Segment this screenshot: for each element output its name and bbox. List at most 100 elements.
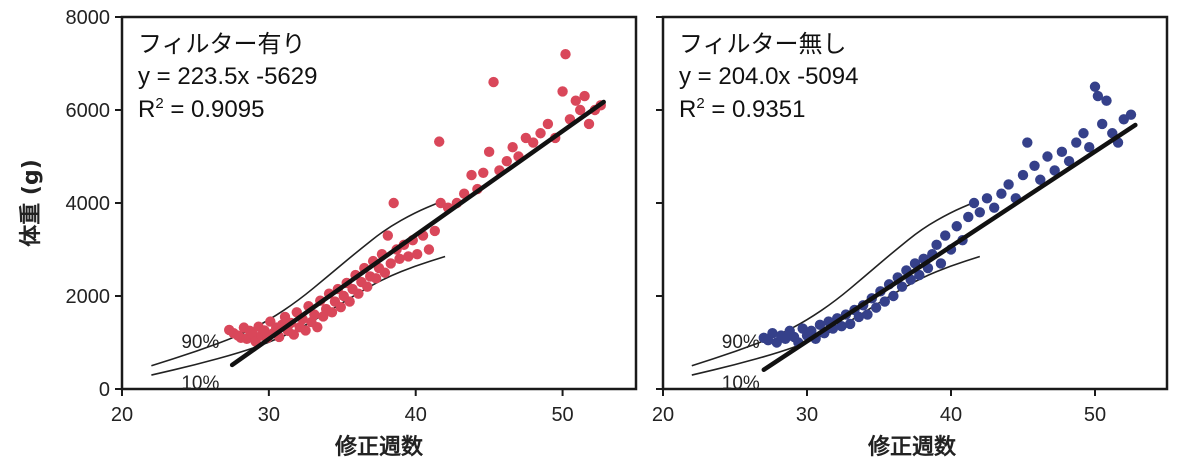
r-squared-label: R2 = 0.9095 xyxy=(138,95,264,123)
percentile-label: 10% xyxy=(722,373,760,394)
data-point xyxy=(862,309,873,320)
data-point xyxy=(814,319,826,331)
data-point xyxy=(478,167,489,178)
y-tick-label: 8000 xyxy=(66,7,111,29)
chart-panel-with-filter: 90% 10% 20 30 40 50 0 2000 4000 6000 8000 フィルター有り… xyxy=(66,7,638,460)
r-squared-prefix: R xyxy=(679,96,696,123)
data-point xyxy=(344,296,355,307)
data-point xyxy=(767,328,778,339)
data-point xyxy=(968,197,980,209)
data-point xyxy=(1084,142,1095,153)
data-point xyxy=(528,137,539,148)
panel-title: フィルター有り xyxy=(138,31,306,58)
data-point xyxy=(394,253,405,264)
data-point xyxy=(309,309,320,320)
data-point xyxy=(429,225,441,237)
panel-title: フィルター無し xyxy=(679,31,847,58)
data-point xyxy=(780,333,791,344)
data-point xyxy=(1071,137,1082,148)
x-tick-label: 50 xyxy=(551,404,573,426)
data-point xyxy=(379,267,391,278)
data-point xyxy=(403,251,414,262)
data-point xyxy=(914,269,925,281)
data-point xyxy=(1056,146,1068,158)
x-axis-title: 修正週数 xyxy=(867,434,957,460)
data-point xyxy=(466,169,477,181)
axis-ticks: 20 30 40 50 0 2000 4000 6000 8000 xyxy=(66,7,574,426)
regression-layer xyxy=(229,99,606,368)
data-point xyxy=(483,146,495,158)
regression-equation: y = 204.0x -5094 xyxy=(679,63,858,90)
x-tick-label: 30 xyxy=(796,404,818,426)
data-point xyxy=(1003,179,1014,190)
percentile-curve-90pct xyxy=(691,202,973,367)
regression-layer xyxy=(761,122,1138,372)
data-point xyxy=(326,307,338,318)
data-point xyxy=(996,188,1007,199)
data-point xyxy=(845,318,856,330)
data-point xyxy=(963,211,974,223)
y-tick-label: 4000 xyxy=(66,193,111,215)
data-point xyxy=(1097,118,1108,130)
x-tick-label: 40 xyxy=(940,404,962,426)
data-point xyxy=(935,258,947,269)
data-point xyxy=(507,142,518,153)
data-point xyxy=(1078,128,1089,139)
data-point xyxy=(557,86,568,97)
curve-layer: 90% 10% xyxy=(151,202,446,394)
r-squared-superscript: 2 xyxy=(155,95,163,112)
x-axis-title: 修正週数 xyxy=(334,434,424,460)
data-point xyxy=(574,104,586,116)
data-point xyxy=(300,325,311,336)
data-point xyxy=(388,197,399,209)
data-point xyxy=(570,95,581,106)
data-point xyxy=(888,290,899,302)
data-point xyxy=(870,302,882,313)
data-point xyxy=(488,76,499,88)
data-point xyxy=(434,136,445,147)
data-point xyxy=(989,202,1000,213)
y-axis-title: 体重 (g) xyxy=(19,159,44,247)
data-point xyxy=(940,230,951,241)
x-tick-label: 50 xyxy=(1084,404,1106,426)
data-point xyxy=(312,321,323,333)
point-layer xyxy=(224,49,606,347)
percentile-curve-90pct xyxy=(151,202,439,367)
x-tick-label: 40 xyxy=(405,404,427,426)
y-tick-label: 0 xyxy=(99,379,110,401)
y-tick-label: 6000 xyxy=(66,100,111,122)
data-point xyxy=(1049,165,1060,176)
percentile-label: 90% xyxy=(181,332,219,353)
data-point xyxy=(1089,81,1101,92)
data-point xyxy=(853,311,865,323)
data-point xyxy=(879,296,890,307)
regression-equation: y = 223.5x -5629 xyxy=(138,63,317,90)
data-point xyxy=(542,118,554,130)
data-point xyxy=(560,49,571,60)
data-point xyxy=(385,258,396,269)
data-point xyxy=(1035,174,1046,185)
data-point xyxy=(974,207,985,218)
r-squared-value: = 0.9095 xyxy=(164,96,265,123)
x-tick-label: 20 xyxy=(652,404,674,426)
data-point xyxy=(353,288,364,299)
r-squared-label: R2 = 0.9351 xyxy=(679,95,805,123)
data-point xyxy=(288,329,300,340)
x-tick-label: 20 xyxy=(111,404,133,426)
data-point xyxy=(1022,137,1033,148)
r-squared-superscript: 2 xyxy=(696,95,704,112)
r-squared-value: = 0.9351 xyxy=(705,96,806,123)
data-point xyxy=(579,90,590,102)
data-point xyxy=(362,281,373,292)
data-point xyxy=(1042,151,1053,162)
percentile-label: 90% xyxy=(722,332,760,353)
data-point xyxy=(1063,155,1075,167)
regression-line xyxy=(229,99,606,368)
x-tick-label: 30 xyxy=(258,404,280,426)
percentile-label: 10% xyxy=(181,373,219,394)
regression-line xyxy=(761,122,1138,372)
data-point xyxy=(1092,90,1104,102)
data-point xyxy=(583,118,595,130)
data-point xyxy=(896,281,908,292)
data-point xyxy=(423,244,435,255)
